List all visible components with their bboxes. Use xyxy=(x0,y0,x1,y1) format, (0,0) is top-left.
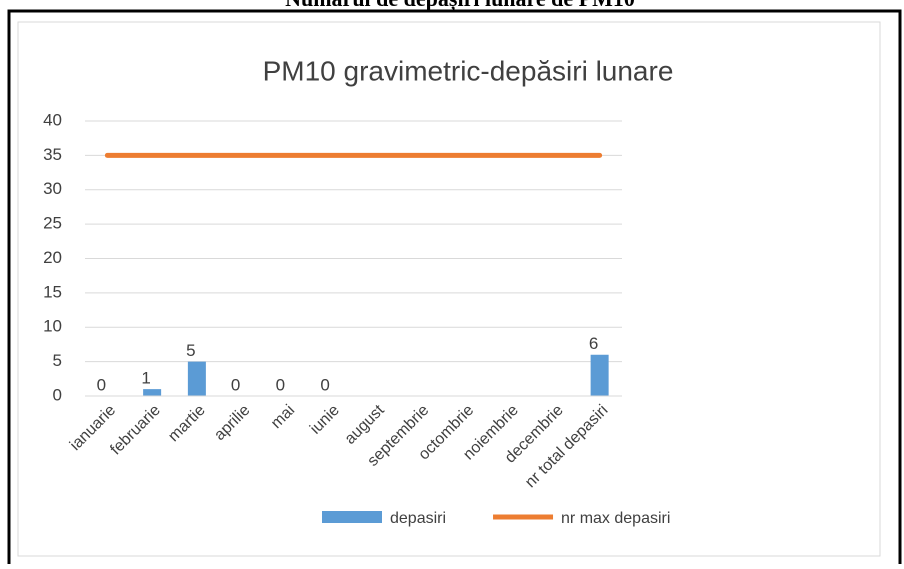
data-label: 0 xyxy=(320,375,329,394)
y-tick-label: 35 xyxy=(43,145,62,164)
legend-label: nr max depasiri xyxy=(561,510,670,527)
y-tick-label: 5 xyxy=(53,351,62,370)
bar xyxy=(590,354,609,396)
document-heading: Numărul de depășiri lunare de PM10 xyxy=(285,0,635,12)
legend-label: depasiri xyxy=(390,510,446,527)
data-label: 5 xyxy=(186,341,195,360)
data-label: 0 xyxy=(97,375,106,394)
page-frame xyxy=(7,9,902,564)
bar xyxy=(143,389,162,396)
y-tick-label: 40 xyxy=(43,110,62,129)
y-tick-label: 0 xyxy=(53,385,62,404)
data-label: 0 xyxy=(276,375,285,394)
y-tick-label: 15 xyxy=(43,282,62,301)
chart-frame xyxy=(17,21,881,557)
y-tick-label: 20 xyxy=(43,248,62,267)
data-label: 6 xyxy=(589,334,598,353)
data-label: 1 xyxy=(141,369,150,388)
legend-swatch xyxy=(322,511,382,523)
y-tick-label: 10 xyxy=(43,317,62,336)
bar xyxy=(187,361,206,396)
y-tick-label: 30 xyxy=(43,179,62,198)
y-tick-label: 25 xyxy=(43,214,62,233)
chart-title: PM10 gravimetric-depăsiri lunare xyxy=(263,55,674,86)
data-label: 0 xyxy=(231,375,240,394)
